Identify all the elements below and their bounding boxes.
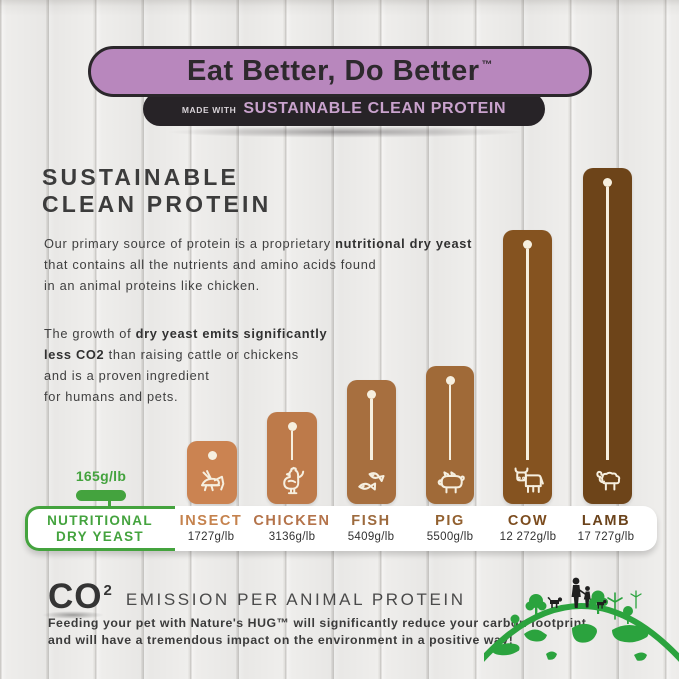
p2-bold: dry yeast emits significantly — [135, 326, 328, 341]
bar-dot — [445, 376, 455, 385]
footer-heading: CO 2 EMISSION PER ANIMAL PROTEIN — [48, 577, 466, 616]
pig-icon — [433, 463, 467, 499]
bar-dot — [287, 422, 297, 431]
category-value: 12 272g/lb — [499, 531, 557, 543]
yeast-connector — [108, 499, 111, 508]
label-lamb: LAMB 17 727g/lb — [558, 513, 654, 543]
p2-text: The growth of — [44, 326, 136, 341]
p2-text-2: than raising cattle or chickens — [104, 347, 299, 362]
headline-banner: Eat Better, Do Better ™ — [88, 46, 592, 97]
bar-dot — [523, 240, 532, 249]
bar-line — [526, 249, 529, 460]
emission-heading: EMISSION PER ANIMAL PROTEIN — [125, 590, 466, 609]
category-name: PIG — [435, 513, 465, 529]
earth-arc — [484, 603, 679, 663]
bar-dot — [207, 451, 217, 460]
fish-icon — [355, 463, 389, 499]
page-title-line1: SUSTAINABLE — [42, 164, 240, 190]
yeast-value-label: 165g/lb — [75, 468, 127, 484]
p1-bold: nutritional dry yeast — [335, 236, 473, 251]
page-title: SUSTAINABLE CLEAN PROTEIN — [42, 164, 271, 218]
intro-paragraph-1: Our primary source of protein is a propr… — [44, 233, 472, 296]
p2-text-4: for humans and pets. — [44, 389, 179, 404]
bar-fish — [347, 380, 396, 504]
label-insect: INSECT 1727g/lb — [163, 513, 259, 543]
p1-text-3: in an animal proteins like chicken. — [44, 278, 260, 293]
bar-line — [370, 399, 373, 460]
category-name: FISH — [351, 513, 391, 529]
yeast-highlight-outline — [25, 506, 175, 551]
banner-shadow — [160, 126, 530, 138]
bar-line — [448, 385, 452, 460]
footer-line1: Feeding your pet with Nature's HUG™ will… — [48, 616, 587, 630]
sheep-icon — [591, 463, 625, 499]
co2-text: CO — [48, 577, 103, 616]
bar-lamb — [583, 168, 632, 504]
category-name: COW — [507, 513, 549, 529]
category-value: 5500g/lb — [426, 531, 474, 543]
bar-line — [290, 431, 294, 460]
bar-line — [606, 187, 609, 460]
category-value: 17 727g/lb — [577, 531, 635, 543]
category-value: 1727g/lb — [187, 531, 235, 543]
category-value: 5409g/lb — [347, 531, 395, 543]
bar-yeast — [76, 490, 126, 501]
bar-dot — [603, 178, 612, 187]
trademark-symbol: ™ — [481, 58, 493, 71]
yeast-name-line1: NUTRITIONAL — [47, 513, 153, 528]
p2-text-3: and is a proven ingredient — [44, 368, 210, 383]
footer-paragraph: Feeding your pet with Nature's HUG™ will… — [48, 615, 586, 648]
chicken-icon — [275, 463, 309, 499]
footer-line2: and will have a tremendous impact on the… — [48, 632, 514, 647]
family-silhouette — [547, 577, 607, 609]
bar-chicken — [267, 412, 317, 504]
label-fish: FISH 5409g/lb — [323, 513, 419, 543]
made-with-banner: MADE WITH SUSTAINABLE CLEAN PROTEIN — [143, 92, 545, 126]
category-name: CHICKEN — [253, 513, 331, 529]
intro-paragraph-2: The growth of dry yeast emits significan… — [44, 323, 327, 407]
p1-text: Our primary source of protein is a propr… — [44, 236, 336, 251]
banner-subtitle: SUSTAINABLE CLEAN PROTEIN — [243, 100, 507, 117]
bar-cow — [503, 230, 552, 504]
yeast-name-line2: DRY YEAST — [56, 529, 144, 544]
category-label-band — [25, 506, 657, 551]
co2-shadow — [42, 611, 104, 619]
category-value: 3136g/lb — [268, 531, 316, 543]
made-with-label: MADE WITH — [181, 105, 237, 115]
bar-insect — [187, 441, 237, 504]
label-chicken: CHICKEN 3136g/lb — [244, 513, 340, 543]
page-title-line2: CLEAN PROTEIN — [42, 191, 272, 217]
label-pig: PIG 5500g/lb — [402, 513, 498, 543]
p1-text-2: that contains all the nutrients and amin… — [44, 257, 377, 272]
bar-pig — [426, 366, 474, 504]
headline-text: Eat Better, Do Better — [186, 55, 480, 87]
wind-turbine-icon — [607, 590, 642, 620]
label-nutritional-dry-yeast: NUTRITIONAL DRY YEAST — [25, 513, 175, 545]
category-name: INSECT — [179, 513, 243, 529]
dog-silhouette — [547, 596, 563, 608]
earth-continents — [492, 623, 649, 661]
co2-superscript: 2 — [103, 582, 112, 599]
grasshopper-icon — [195, 463, 229, 499]
earth-illustration — [484, 577, 679, 663]
label-cow: COW 12 272g/lb — [480, 513, 576, 543]
category-name: LAMB — [581, 513, 631, 529]
p2-bold-2: less CO2 — [44, 347, 105, 362]
cow-icon — [511, 463, 545, 499]
dog-silhouette — [597, 599, 607, 609]
bar-dot — [367, 390, 376, 399]
